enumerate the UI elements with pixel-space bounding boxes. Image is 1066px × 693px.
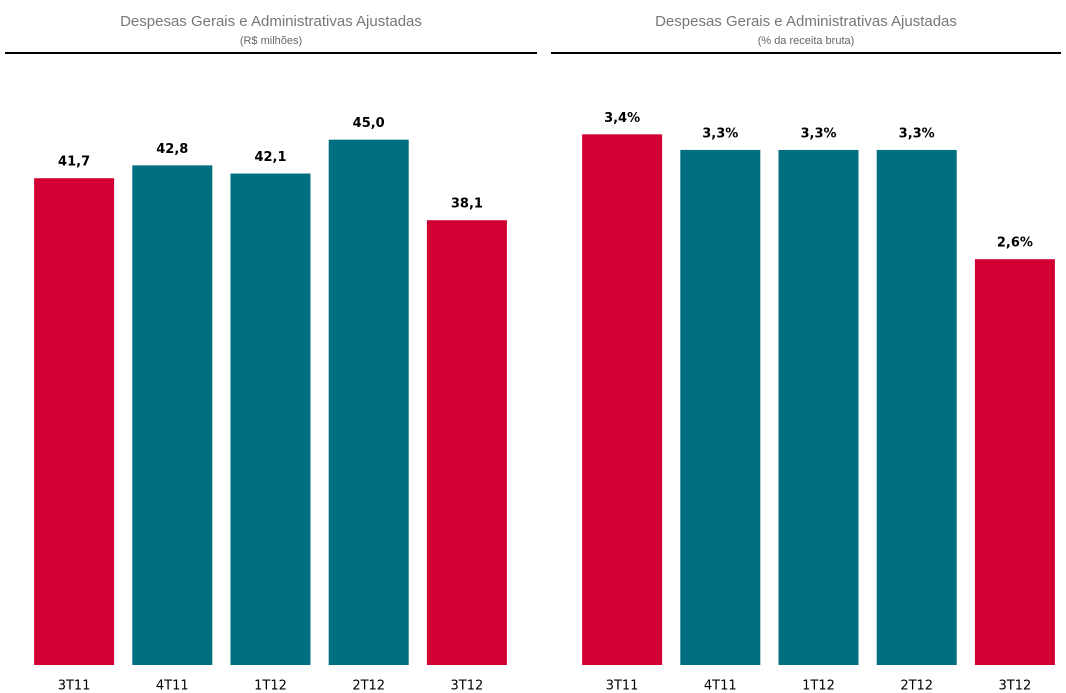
x-tick-label: 3T12 (999, 679, 1032, 693)
x-tick-label: 3T11 (58, 679, 91, 693)
bar (974, 259, 1055, 665)
value-label: 3,3% (702, 126, 738, 141)
x-tick-label: 2T12 (900, 679, 933, 693)
x-tick-label: 1T12 (802, 679, 835, 693)
x-tick-label: 3T12 (451, 679, 484, 693)
value-label: 42,1 (254, 150, 286, 165)
x-tick-label: 4T11 (156, 679, 189, 693)
value-label: 42,8 (156, 142, 188, 157)
bar (582, 134, 663, 665)
bar (328, 139, 409, 666)
bar (426, 220, 507, 665)
bar (778, 149, 859, 665)
chart-title: Despesas Gerais e Administrativas Ajusta… (655, 13, 957, 30)
bar (230, 173, 311, 665)
value-label: 3,3% (899, 126, 935, 141)
x-tick-label: 4T11 (704, 679, 737, 693)
value-label: 2,6% (997, 236, 1033, 251)
x-tick-label: 2T12 (352, 679, 385, 693)
value-label: 41,7 (58, 155, 90, 170)
chart-subtitle: (% da receita bruta) (758, 35, 855, 47)
chart-subtitle: (R$ milhões) (240, 35, 302, 47)
bar (132, 165, 213, 666)
value-label: 38,1 (451, 197, 483, 212)
value-label: 3,3% (800, 126, 836, 141)
bar (680, 149, 761, 665)
bar (876, 149, 957, 665)
bar (34, 178, 115, 665)
value-label: 45,0 (353, 116, 385, 131)
x-tick-label: 3T11 (606, 679, 639, 693)
chart-title: Despesas Gerais e Administrativas Ajusta… (120, 13, 422, 30)
x-tick-label: 1T12 (254, 679, 287, 693)
value-label: 3,4% (604, 111, 640, 126)
